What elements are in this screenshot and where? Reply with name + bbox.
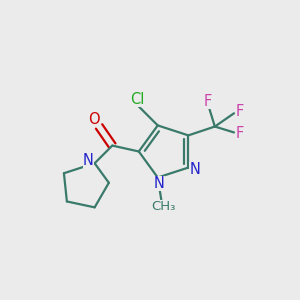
Text: N: N bbox=[154, 176, 165, 191]
Text: F: F bbox=[235, 104, 243, 119]
Text: Cl: Cl bbox=[130, 92, 144, 107]
Text: F: F bbox=[203, 94, 211, 109]
Text: O: O bbox=[88, 112, 100, 128]
Text: CH₃: CH₃ bbox=[152, 200, 176, 213]
Text: N: N bbox=[189, 162, 200, 177]
Text: F: F bbox=[235, 126, 243, 141]
Text: N: N bbox=[83, 153, 94, 168]
